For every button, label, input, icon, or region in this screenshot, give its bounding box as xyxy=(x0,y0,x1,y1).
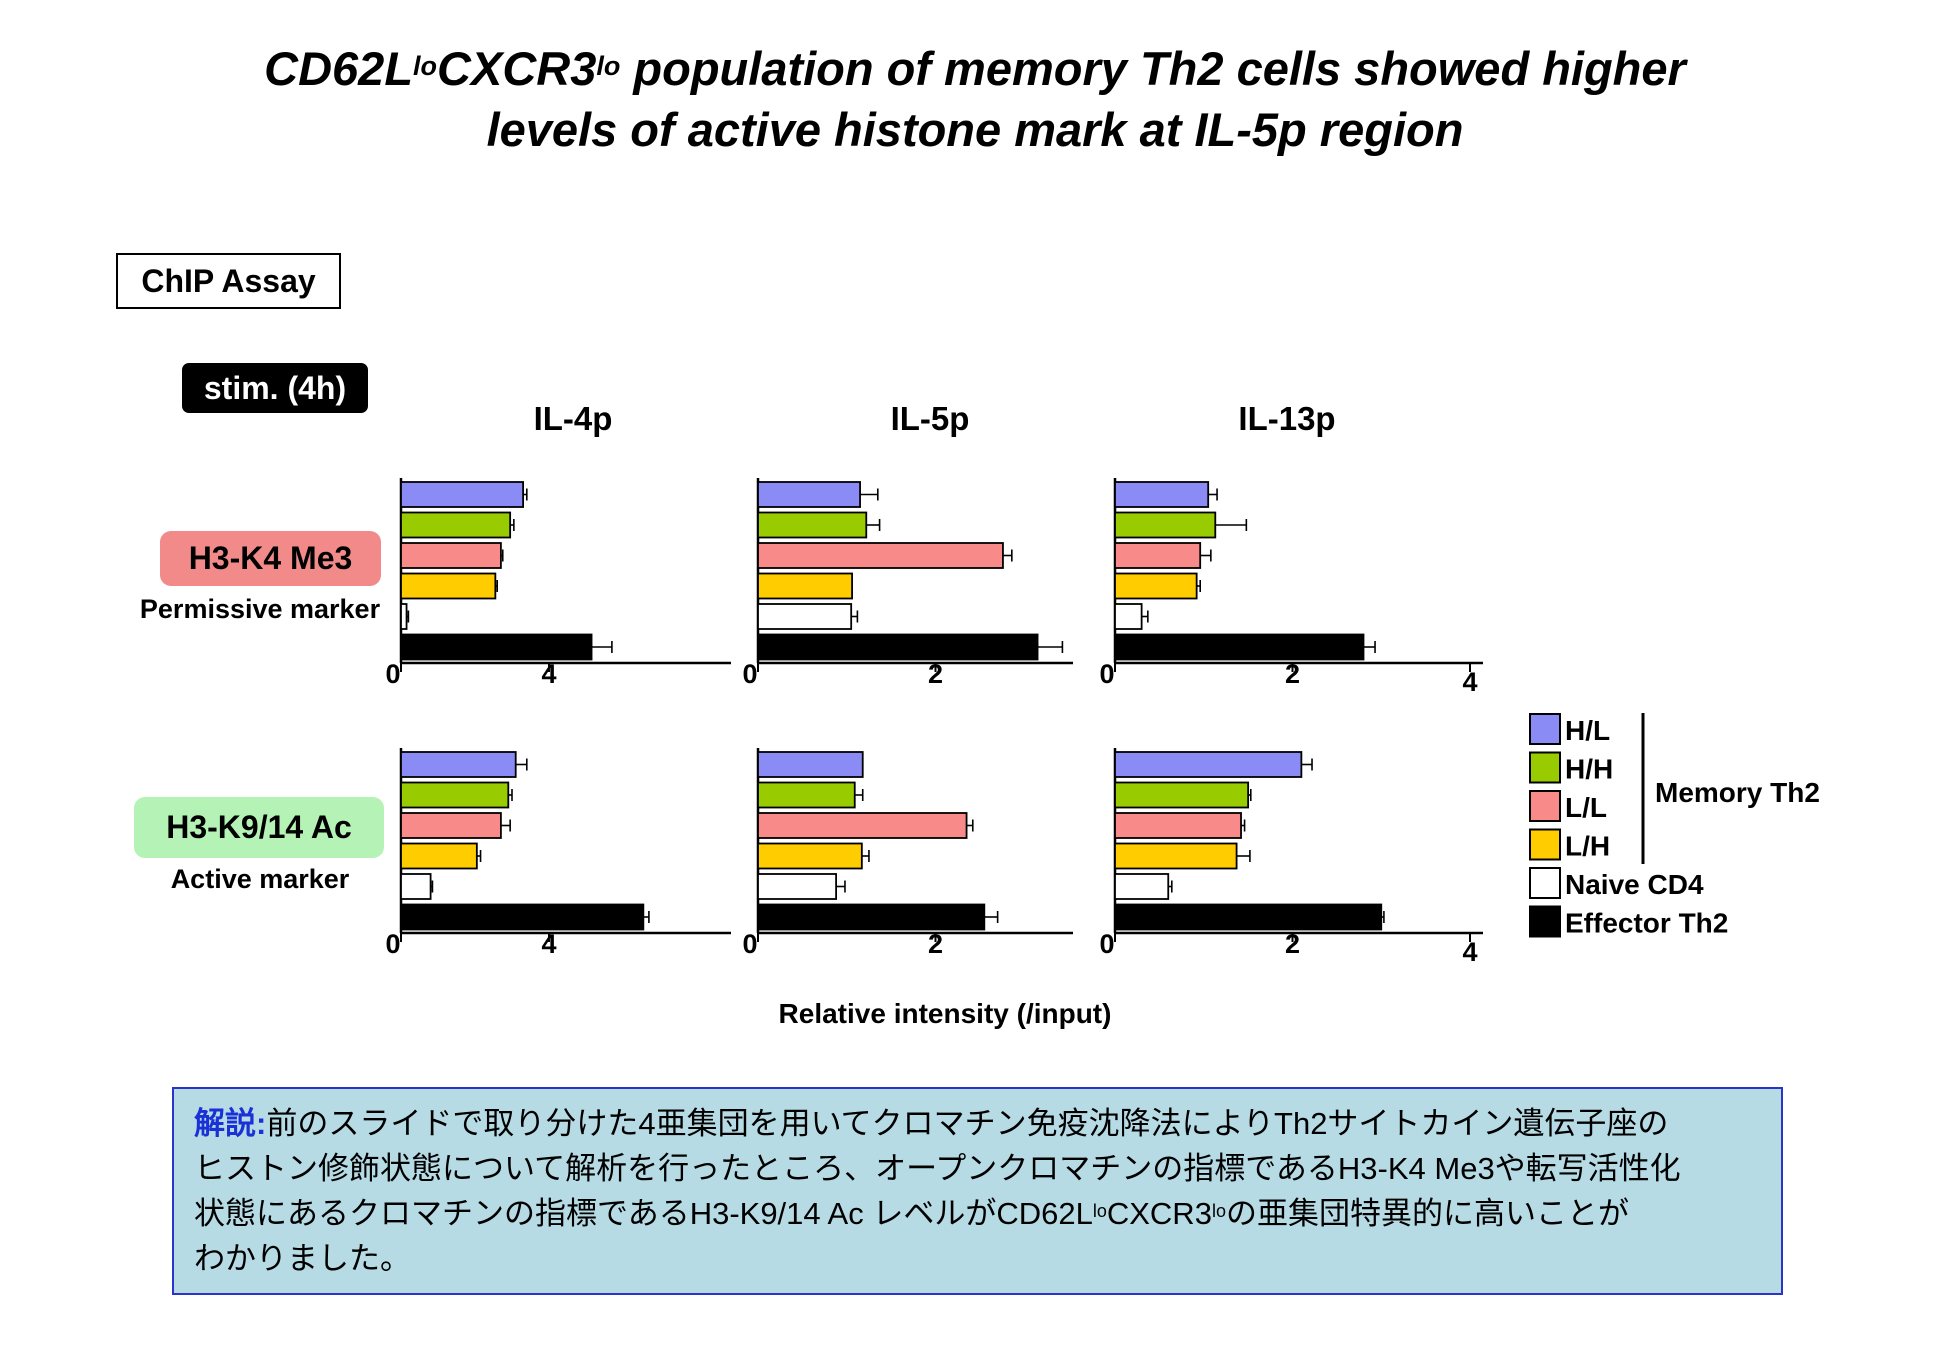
chip-bar-chart: IL-4p IL-5p IL-13p 0 4 0 2 0 2 4 0 4 0 2 0 2 4 Relative i… xyxy=(385,400,1820,1029)
bar-h3-k9-14-ac-il-13p-naive-cd4 xyxy=(1114,873,1170,900)
bar-h3-k4-me3-il-13p-h-h xyxy=(1114,511,1217,539)
x-tick-label-il-13p-4: 4 xyxy=(1462,937,1477,967)
title-sup-lo-2: lo xyxy=(596,51,621,81)
note-separator: : xyxy=(256,1106,267,1141)
panel-title-il-5p: IL-5p xyxy=(891,400,970,437)
legend-group-label: Memory Th2 xyxy=(1655,777,1820,808)
note-text-1: 前のスライドで取り分けた4亜集団を用いてクロマチン免疫沈降法によりTh2サイトカ… xyxy=(266,1106,1669,1141)
explanation-box: 解説:前のスライドで取り分けた4亜集団を用いてクロマチン免疫沈降法によりTh2サ… xyxy=(172,1087,1783,1295)
bar-h3-k9-14-ac-il-4p-h-l xyxy=(400,751,517,778)
note-line-1: 解説:前のスライドで取り分けた4亜集団を用いてクロマチン免疫沈降法によりTh2サ… xyxy=(194,1101,1761,1146)
x-tick-label-il-4p-4: 4 xyxy=(541,659,556,689)
mark-badge-label: H3-K4 Me3 xyxy=(188,540,353,576)
x-tick-label-il-4p-4: 4 xyxy=(541,929,556,959)
note-text-3c: の亜集団特異的に高いことが xyxy=(1225,1196,1629,1231)
bar-h3-k4-me3-il-4p-h-h xyxy=(400,511,512,539)
x-tick-label-il-13p-4: 4 xyxy=(1462,667,1477,697)
legend-swatch-naive-cd4 xyxy=(1529,867,1561,899)
bar-h3-k9-14-ac-il-13p-h-h xyxy=(1114,781,1250,809)
bar-h3-k9-14-ac-il-5p-h-l xyxy=(757,751,864,778)
bar-h3-k4-me3-il-5p-effector-th2 xyxy=(757,633,1039,661)
bar-h3-k9-14-ac-il-4p-naive-cd4 xyxy=(400,873,432,900)
bar-h3-k9-14-ac-il-5p-h-h xyxy=(757,781,856,809)
bar-h3-k4-me3-il-13p-naive-cd4 xyxy=(1114,603,1143,630)
bar-h3-k4-me3-il-5p-l-h xyxy=(757,572,853,600)
title-text-rest: population of memory Th2 cells showed hi… xyxy=(620,42,1686,95)
mark-badge-label: H3-K9/14 Ac xyxy=(166,809,352,845)
x-tick-label-il-13p-2: 2 xyxy=(1285,659,1300,689)
bar-h3-k4-me3-il-5p-l-l xyxy=(757,542,1004,569)
bar-h3-k4-me3-il-13p-l-l xyxy=(1114,542,1202,569)
bar-h3-k9-14-ac-il-4p-effector-th2 xyxy=(400,903,645,931)
slide-title-line2: levels of active histone mark at IL-5p r… xyxy=(486,103,1464,156)
legend-label-l-l: L/L xyxy=(1565,792,1607,823)
bar-h3-k9-14-ac-il-13p-h-l xyxy=(1114,751,1303,778)
title-text-cxcr3: CXCR3 xyxy=(437,42,597,95)
legend-swatch-l-l xyxy=(1529,790,1561,822)
x-tick-label-il-13p-0: 0 xyxy=(1099,659,1114,689)
stim-badge: stim. (4h) xyxy=(182,363,368,413)
note-line-4: わかりました。 xyxy=(194,1241,411,1276)
legend-swatch-h-h xyxy=(1529,751,1561,784)
bar-h3-k9-14-ac-il-5p-naive-cd4 xyxy=(757,873,837,900)
bar-h3-k9-14-ac-il-13p-l-h xyxy=(1114,842,1238,870)
x-tick-label-il-13p-0: 0 xyxy=(1099,929,1114,959)
bar-h3-k4-me3-il-5p-naive-cd4 xyxy=(757,603,853,630)
panel-title-il-13p: IL-13p xyxy=(1238,400,1335,437)
note-sup-lo-2: lo xyxy=(1211,1201,1226,1221)
x-tick-label-il-13p-2: 2 xyxy=(1285,929,1300,959)
permissive-marker-label: Permissive marker xyxy=(139,594,381,624)
bar-h3-k9-14-ac-il-5p-l-l xyxy=(757,812,968,839)
x-tick-label-il-5p-2: 2 xyxy=(928,929,943,959)
legend-swatch-effector-th2 xyxy=(1529,905,1561,938)
title-sup-lo-1: lo xyxy=(413,51,438,81)
bar-h3-k9-14-ac-il-5p-l-h xyxy=(757,842,863,870)
bar-h3-k9-14-ac-il-13p-l-l xyxy=(1114,812,1242,839)
bar-h3-k4-me3-il-13p-l-h xyxy=(1114,572,1198,600)
slide-title-line1: CD62LloCXCR3lo population of memory Th2 … xyxy=(0,38,1950,99)
bar-h3-k4-me3-il-13p-effector-th2 xyxy=(1114,633,1365,661)
x-tick-label-il-5p-0: 0 xyxy=(742,659,757,689)
legend-label-effector-th2: Effector Th2 xyxy=(1565,908,1728,939)
legend-label-h-l: H/L xyxy=(1565,715,1610,746)
note-heading: 解説 xyxy=(194,1106,256,1141)
legend-label-naive-cd4: Naive CD4 xyxy=(1565,869,1704,900)
bar-h3-k9-14-ac-il-13p-effector-th2 xyxy=(1114,903,1383,931)
bar-h3-k4-me3-il-4p-effector-th2 xyxy=(400,633,593,661)
panel-title-il-4p: IL-4p xyxy=(534,400,613,437)
mark-badge-h3k9ac: H3-K9/14 Ac xyxy=(134,797,384,858)
note-sup-lo-1: lo xyxy=(1092,1201,1107,1221)
note-line-3: 状態にあるクロマチンの指標であるH3-K9/14 Ac レベルがCD62LloC… xyxy=(194,1191,1761,1236)
bar-h3-k4-me3-il-13p-h-l xyxy=(1114,481,1210,508)
x-tick-label-il-5p-0: 0 xyxy=(742,929,757,959)
slide-title: CD62LloCXCR3lo population of memory Th2 … xyxy=(0,38,1950,160)
x-tick-label-il-4p-0: 0 xyxy=(385,929,400,959)
bar-h3-k4-me3-il-4p-naive-cd4 xyxy=(400,603,408,630)
note-line-2: ヒストン修飾状態について解析を行ったところ、オープンクロマチンの指標であるH3-… xyxy=(194,1151,1681,1186)
x-tick-label-il-5p-2: 2 xyxy=(928,659,943,689)
legend-label-l-h: L/H xyxy=(1565,831,1610,862)
title-text-cd62l: CD62L xyxy=(264,42,414,95)
note-text-3b: CXCR3 xyxy=(1106,1196,1212,1231)
bar-h3-k4-me3-il-4p-l-l xyxy=(400,542,502,569)
x-tick-label-il-4p-0: 0 xyxy=(385,659,400,689)
bar-h3-k4-me3-il-4p-h-l xyxy=(400,481,524,508)
legend-label-h-h: H/H xyxy=(1565,754,1613,785)
bar-h3-k9-14-ac-il-4p-l-l xyxy=(400,812,502,839)
note-text-3a: 状態にあるクロマチンの指標であるH3-K9/14 Ac レベルがCD62L xyxy=(194,1196,1093,1231)
legend-swatch-h-l xyxy=(1529,713,1561,745)
bar-h3-k9-14-ac-il-4p-l-h xyxy=(400,842,478,870)
active-marker-label: Active marker xyxy=(170,864,350,894)
bar-h3-k4-me3-il-5p-h-l xyxy=(757,481,861,508)
legend-swatch-l-h xyxy=(1529,828,1561,861)
chip-assay-label: ChIP Assay xyxy=(116,253,341,309)
bar-h3-k9-14-ac-il-4p-h-h xyxy=(400,781,510,809)
bar-h3-k4-me3-il-4p-l-h xyxy=(400,572,497,600)
bar-h3-k9-14-ac-il-5p-effector-th2 xyxy=(757,903,986,931)
mark-badge-h3k4me3: H3-K4 Me3 xyxy=(160,531,381,586)
bar-h3-k4-me3-il-5p-h-h xyxy=(757,511,868,539)
x-axis-label: Relative intensity (/input) xyxy=(779,998,1112,1029)
